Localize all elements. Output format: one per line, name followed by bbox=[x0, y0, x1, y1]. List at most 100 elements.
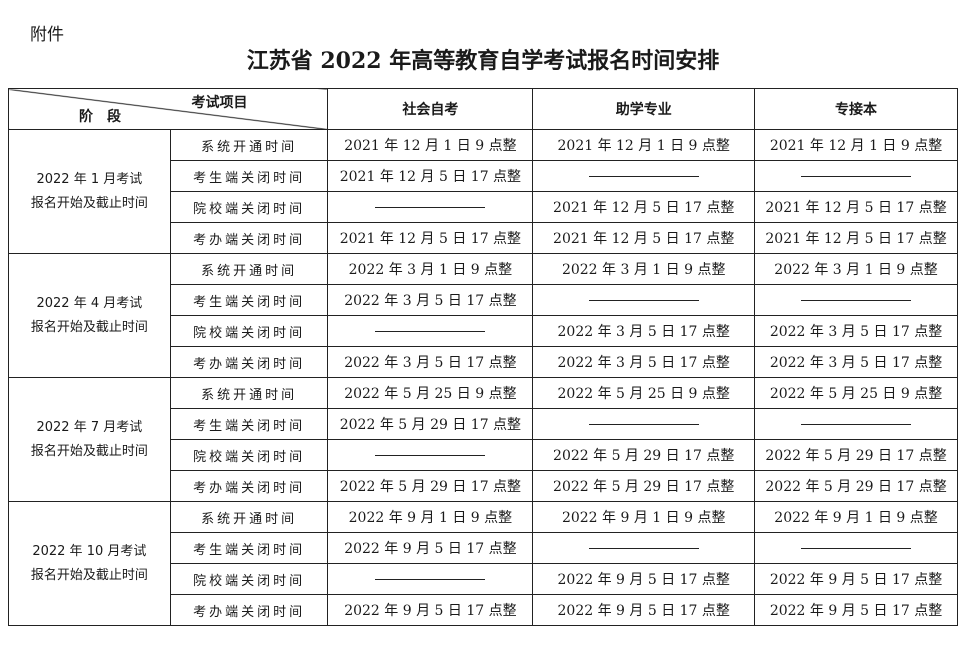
time-cell: 2022 年 3 月 5 日 17 点整 bbox=[327, 284, 534, 316]
item-cell: 系统开通时间 bbox=[169, 253, 329, 285]
time-cell: 2022 年 5 月 29 日 17 点整 bbox=[532, 470, 756, 502]
time-cell: 2022 年 3 月 1 日 9 点整 bbox=[532, 253, 756, 285]
stage-line: 2022 年 1 月考试 bbox=[36, 171, 143, 187]
header-col: 专接本 bbox=[754, 88, 958, 130]
item-cell: 考生端关闭时间 bbox=[169, 532, 329, 564]
table-row: 2022 年 7 月考试 报名开始及截止时间 系统开通时间 2022 年 5 月 25… bbox=[8, 377, 958, 502]
dash-line bbox=[801, 547, 912, 549]
header-col: 助学专业 bbox=[532, 88, 756, 130]
stage-line: 报名开始及截止时间 bbox=[30, 195, 148, 211]
not-applicable-cell bbox=[327, 439, 534, 471]
dash-line bbox=[375, 578, 486, 580]
not-applicable-cell bbox=[532, 408, 756, 440]
stage-cell: 2022 年 1 月考试 报名开始及截止时间 bbox=[8, 129, 171, 254]
not-applicable-cell bbox=[754, 408, 958, 440]
time-cell: 2022 年 9 月 1 日 9 点整 bbox=[327, 501, 534, 533]
table-row: 院校端关闭时间 2022 年 5 月 29 日 17 点整 2022 年 5 月 2… bbox=[9, 439, 958, 471]
stage-cell: 2022 年 7 月考试 报名开始及截止时间 bbox=[8, 377, 171, 502]
table-row: 2022 年 10 月考试 报名开始及截止时间 系统开通时间 2022 年 9 月 1… bbox=[8, 501, 958, 626]
not-applicable-cell bbox=[754, 532, 958, 564]
stage-line: 2022 年 4 月考试 bbox=[36, 295, 143, 311]
time-cell: 2021 年 12 月 1 日 9 点整 bbox=[327, 129, 534, 161]
table-row: 考生端关闭时间 2022 年 3 月 5 日 17 点整 bbox=[9, 284, 958, 316]
not-applicable-cell bbox=[327, 563, 534, 595]
item-cell: 院校端关闭时间 bbox=[169, 191, 329, 223]
dash-line bbox=[588, 423, 699, 425]
item-cell: 院校端关闭时间 bbox=[169, 439, 329, 471]
not-applicable-cell bbox=[327, 191, 534, 223]
time-cell: 2022 年 3 月 5 日 17 点整 bbox=[754, 315, 958, 347]
item-cell: 考生端关闭时间 bbox=[169, 160, 329, 192]
time-cell: 2022 年 5 月 29 日 17 点整 bbox=[754, 470, 958, 502]
time-cell: 2022 年 5 月 25 日 9 点整 bbox=[327, 377, 534, 409]
item-cell: 考办端关闭时间 bbox=[169, 470, 329, 502]
not-applicable-cell bbox=[754, 160, 958, 192]
stage-line: 报名开始及截止时间 bbox=[30, 319, 148, 335]
header-item: 考试项目 bbox=[191, 95, 248, 111]
item-cell: 院校端关闭时间 bbox=[169, 563, 329, 595]
time-cell: 2022 年 9 月 1 日 9 点整 bbox=[532, 501, 756, 533]
table-row: 考办端关闭时间 2022 年 9 月 5 日 17 点整 2022 年 9 月 5 … bbox=[9, 594, 958, 626]
time-cell: 2022 年 9 月 5 日 17 点整 bbox=[754, 563, 958, 595]
dash-line bbox=[588, 175, 699, 177]
table-row: 院校端关闭时间 2022 年 3 月 5 日 17 点整 2022 年 3 月 5 … bbox=[9, 315, 958, 347]
schedule-table: 考试项目 阶 段 社会自考 助学专业 专接本 2022 年 1 月考试 报名开始及… bbox=[7, 88, 958, 626]
document-title: 江苏省 2022 年高等教育自学考试报名时间安排 bbox=[246, 48, 720, 74]
header-stage: 阶 段 bbox=[79, 109, 121, 125]
table-row: 院校端关闭时间 2022 年 9 月 5 日 17 点整 2022 年 9 月 5 … bbox=[9, 563, 958, 595]
item-cell: 考生端关闭时间 bbox=[169, 284, 329, 316]
diagonal-header-cell: 考试项目 阶 段 bbox=[7, 88, 329, 130]
table-row: 考生端关闭时间 2022 年 5 月 29 日 17 点整 bbox=[9, 408, 958, 440]
time-cell: 2022 年 9 月 1 日 9 点整 bbox=[754, 501, 958, 533]
time-cell: 2022 年 5 月 25 日 9 点整 bbox=[754, 377, 958, 409]
table-row: 考办端关闭时间 2022 年 3 月 5 日 17 点整 2022 年 3 月 5 … bbox=[9, 346, 958, 378]
item-cell: 系统开通时间 bbox=[169, 501, 329, 533]
time-cell: 2022 年 3 月 5 日 17 点整 bbox=[532, 315, 756, 347]
not-applicable-cell bbox=[327, 315, 534, 347]
item-cell: 考办端关闭时间 bbox=[169, 346, 329, 378]
item-cell: 院校端关闭时间 bbox=[169, 315, 329, 347]
item-cell: 考办端关闭时间 bbox=[169, 222, 329, 254]
time-cell: 2022 年 5 月 29 日 17 点整 bbox=[532, 439, 756, 471]
dash-line bbox=[375, 206, 486, 208]
time-cell: 2022 年 5 月 29 日 17 点整 bbox=[327, 408, 534, 440]
time-cell: 2021 年 12 月 5 日 17 点整 bbox=[327, 222, 534, 254]
time-cell: 2022 年 9 月 5 日 17 点整 bbox=[532, 594, 756, 626]
table-row: 2022 年 1 月考试 报名开始及截止时间 系统开通时间 2021 年 12 月 1… bbox=[8, 129, 958, 254]
attachment-label: 附件 bbox=[30, 25, 64, 45]
stage-cell: 2022 年 10 月考试 报名开始及截止时间 bbox=[8, 501, 171, 626]
item-cell: 系统开通时间 bbox=[169, 377, 329, 409]
time-cell: 2022 年 3 月 1 日 9 点整 bbox=[327, 253, 534, 285]
time-cell: 2021 年 12 月 5 日 17 点整 bbox=[754, 191, 958, 223]
table-row: 2022 年 4 月考试 报名开始及截止时间 系统开通时间 2022 年 3 月 1 … bbox=[8, 253, 958, 378]
stage-line: 2022 年 7 月考试 bbox=[36, 419, 143, 435]
table-row: 考办端关闭时间 2022 年 5 月 29 日 17 点整 2022 年 5 月 2… bbox=[9, 470, 958, 502]
time-cell: 2022 年 9 月 5 日 17 点整 bbox=[327, 594, 534, 626]
time-cell: 2022 年 5 月 25 日 9 点整 bbox=[532, 377, 756, 409]
item-cell: 考生端关闭时间 bbox=[169, 408, 329, 440]
stage-line: 2022 年 10 月考试 bbox=[32, 543, 147, 559]
time-cell: 2021 年 12 月 5 日 17 点整 bbox=[532, 222, 756, 254]
dash-line bbox=[801, 299, 912, 301]
not-applicable-cell bbox=[532, 160, 756, 192]
time-cell: 2022 年 9 月 5 日 17 点整 bbox=[532, 563, 756, 595]
time-cell: 2021 年 12 月 5 日 17 点整 bbox=[532, 191, 756, 223]
item-cell: 考办端关闭时间 bbox=[169, 594, 329, 626]
stage-line: 报名开始及截止时间 bbox=[30, 567, 148, 583]
item-cell: 系统开通时间 bbox=[169, 129, 329, 161]
time-cell: 2022 年 3 月 5 日 17 点整 bbox=[532, 346, 756, 378]
not-applicable-cell bbox=[754, 284, 958, 316]
stage-cell: 2022 年 4 月考试 报名开始及截止时间 bbox=[8, 253, 171, 378]
time-cell: 2022 年 9 月 5 日 17 点整 bbox=[754, 594, 958, 626]
time-cell: 2022 年 5 月 29 日 17 点整 bbox=[327, 470, 534, 502]
stage-line: 报名开始及截止时间 bbox=[30, 443, 148, 459]
time-cell: 2021 年 12 月 1 日 9 点整 bbox=[532, 129, 756, 161]
time-cell: 2022 年 3 月 5 日 17 点整 bbox=[754, 346, 958, 378]
time-cell: 2022 年 3 月 5 日 17 点整 bbox=[327, 346, 534, 378]
not-applicable-cell bbox=[532, 532, 756, 564]
time-cell: 2021 年 12 月 5 日 17 点整 bbox=[754, 222, 958, 254]
dash-line bbox=[801, 423, 912, 425]
time-cell: 2022 年 3 月 1 日 9 点整 bbox=[754, 253, 958, 285]
header-row: 考试项目 阶 段 社会自考 助学专业 专接本 bbox=[7, 88, 958, 130]
dash-line bbox=[375, 454, 486, 456]
